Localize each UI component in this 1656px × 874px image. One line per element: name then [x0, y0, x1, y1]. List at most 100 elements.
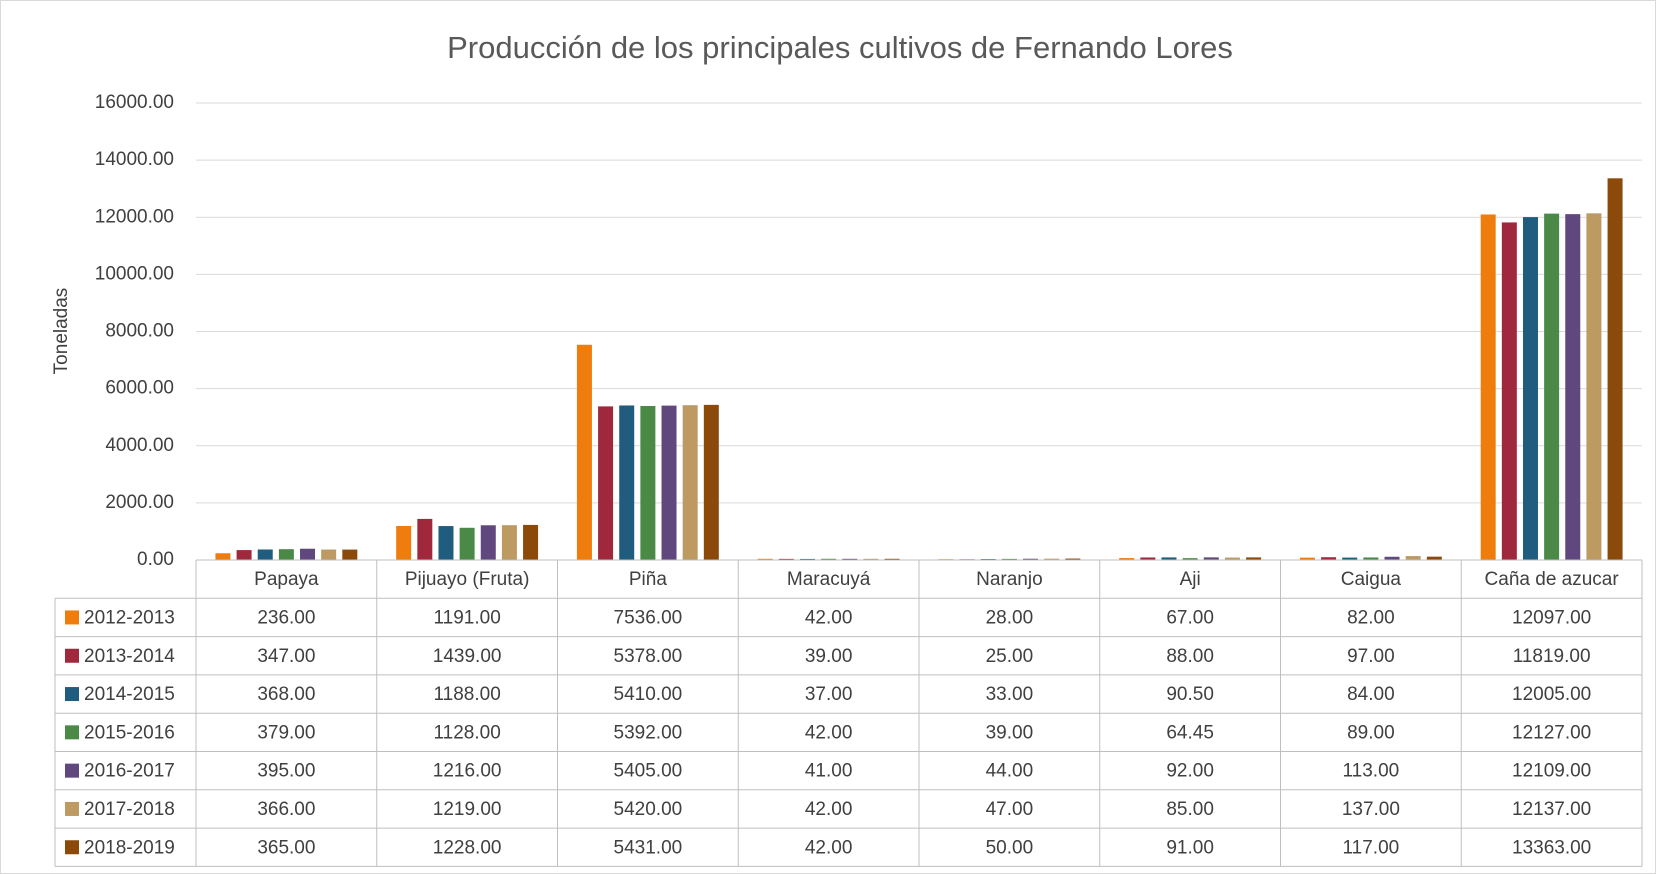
bar	[682, 405, 698, 560]
bar	[438, 526, 454, 560]
table-value: 5405.00	[614, 761, 683, 782]
table-value: 1216.00	[433, 761, 502, 782]
table-value: 89.00	[1347, 722, 1395, 743]
x-tick-label: Aji	[1180, 569, 1201, 590]
bar	[757, 558, 773, 560]
bar	[821, 558, 837, 560]
bar	[1342, 557, 1358, 560]
x-tick-label: Papaya	[254, 569, 319, 590]
bar	[1001, 558, 1017, 560]
bar	[1246, 557, 1262, 560]
table-value: 92.00	[1166, 761, 1214, 782]
table-value: 12109.00	[1512, 761, 1591, 782]
y-tick-label: 16000.00	[95, 92, 174, 113]
bar	[799, 558, 815, 560]
x-tick-label: Caigua	[1341, 569, 1402, 590]
bar	[523, 524, 539, 560]
table-value: 347.00	[257, 646, 315, 667]
bar	[884, 558, 900, 560]
legend-label: 2015-2016	[84, 722, 175, 743]
table-value: 64.45	[1166, 722, 1214, 743]
bar	[396, 525, 412, 560]
table-value: 395.00	[257, 761, 315, 782]
bar	[1044, 558, 1060, 560]
table-value: 41.00	[805, 761, 853, 782]
x-tick-label: Naranjo	[976, 569, 1043, 590]
bar	[1023, 558, 1039, 560]
bar	[1384, 556, 1400, 560]
table-value: 113.00	[1343, 761, 1400, 782]
bar	[1426, 556, 1442, 560]
table-value: 12127.00	[1512, 722, 1591, 743]
table-value: 42.00	[805, 722, 853, 743]
table-value: 137.00	[1342, 799, 1400, 820]
table-value: 47.00	[986, 799, 1034, 820]
table-value: 379.00	[257, 722, 315, 743]
bar	[257, 549, 273, 560]
bar	[480, 525, 496, 560]
bar	[1544, 213, 1560, 560]
bar	[778, 558, 794, 560]
table-value: 42.00	[805, 837, 853, 858]
table-value: 90.50	[1166, 684, 1214, 705]
bar	[1321, 557, 1337, 560]
table-value: 39.00	[986, 722, 1034, 743]
x-tick-label: Caña de azucar	[1485, 569, 1620, 590]
table-value: 117.00	[1343, 837, 1400, 858]
bar	[1203, 557, 1219, 560]
legend-label: 2016-2017	[84, 761, 175, 782]
y-axis-title: Toneladas	[51, 288, 72, 375]
table-value: 28.00	[986, 607, 1034, 628]
table-value: 1191.00	[433, 607, 500, 628]
bar	[1119, 558, 1135, 560]
legend-key	[65, 687, 79, 702]
table-value: 11819.00	[1513, 646, 1591, 667]
table-value: 67.00	[1166, 607, 1214, 628]
table-value: 44.00	[986, 761, 1034, 782]
table-value: 25.00	[986, 646, 1034, 667]
table-value: 84.00	[1347, 684, 1395, 705]
table-value: 1188.00	[433, 684, 500, 705]
table-value: 368.00	[257, 684, 315, 705]
bar	[842, 558, 858, 560]
bar	[576, 344, 592, 560]
legend-key	[65, 610, 79, 625]
legend-label: 2012-2013	[84, 607, 175, 628]
table-value: 39.00	[805, 646, 853, 667]
bar	[321, 549, 337, 560]
bar	[417, 518, 433, 560]
x-tick-label: Piña	[629, 569, 667, 590]
table-value: 88.00	[1166, 646, 1214, 667]
bar	[1299, 557, 1315, 560]
legend-key	[65, 725, 79, 740]
table-value: 1439.00	[433, 646, 502, 667]
table-value: 12005.00	[1512, 684, 1591, 705]
table-value: 85.00	[1166, 799, 1214, 820]
table-value: 5392.00	[614, 722, 683, 743]
bar	[703, 404, 719, 560]
bar	[1522, 217, 1538, 561]
chart-title: Producción de los principales cultivos d…	[447, 30, 1233, 65]
bar	[300, 548, 316, 560]
table-value: 5378.00	[614, 646, 683, 667]
legend-label: 2018-2019	[84, 837, 175, 858]
bar	[459, 527, 475, 560]
table-value: 82.00	[1347, 607, 1395, 628]
table-value: 365.00	[257, 837, 315, 858]
legend-key	[65, 801, 79, 816]
y-tick-label: 4000.00	[105, 435, 174, 456]
table-value: 42.00	[805, 607, 853, 628]
table-value: 13363.00	[1512, 837, 1591, 858]
table-value: 42.00	[805, 799, 853, 820]
bar	[1182, 558, 1198, 560]
table-value: 1228.00	[433, 837, 502, 858]
table-value: 12097.00	[1512, 607, 1591, 628]
bar	[1065, 558, 1081, 560]
bar	[236, 550, 252, 560]
bar	[1607, 178, 1623, 560]
bar	[1501, 222, 1517, 561]
table-value: 33.00	[986, 684, 1034, 705]
legend-key	[65, 763, 79, 778]
